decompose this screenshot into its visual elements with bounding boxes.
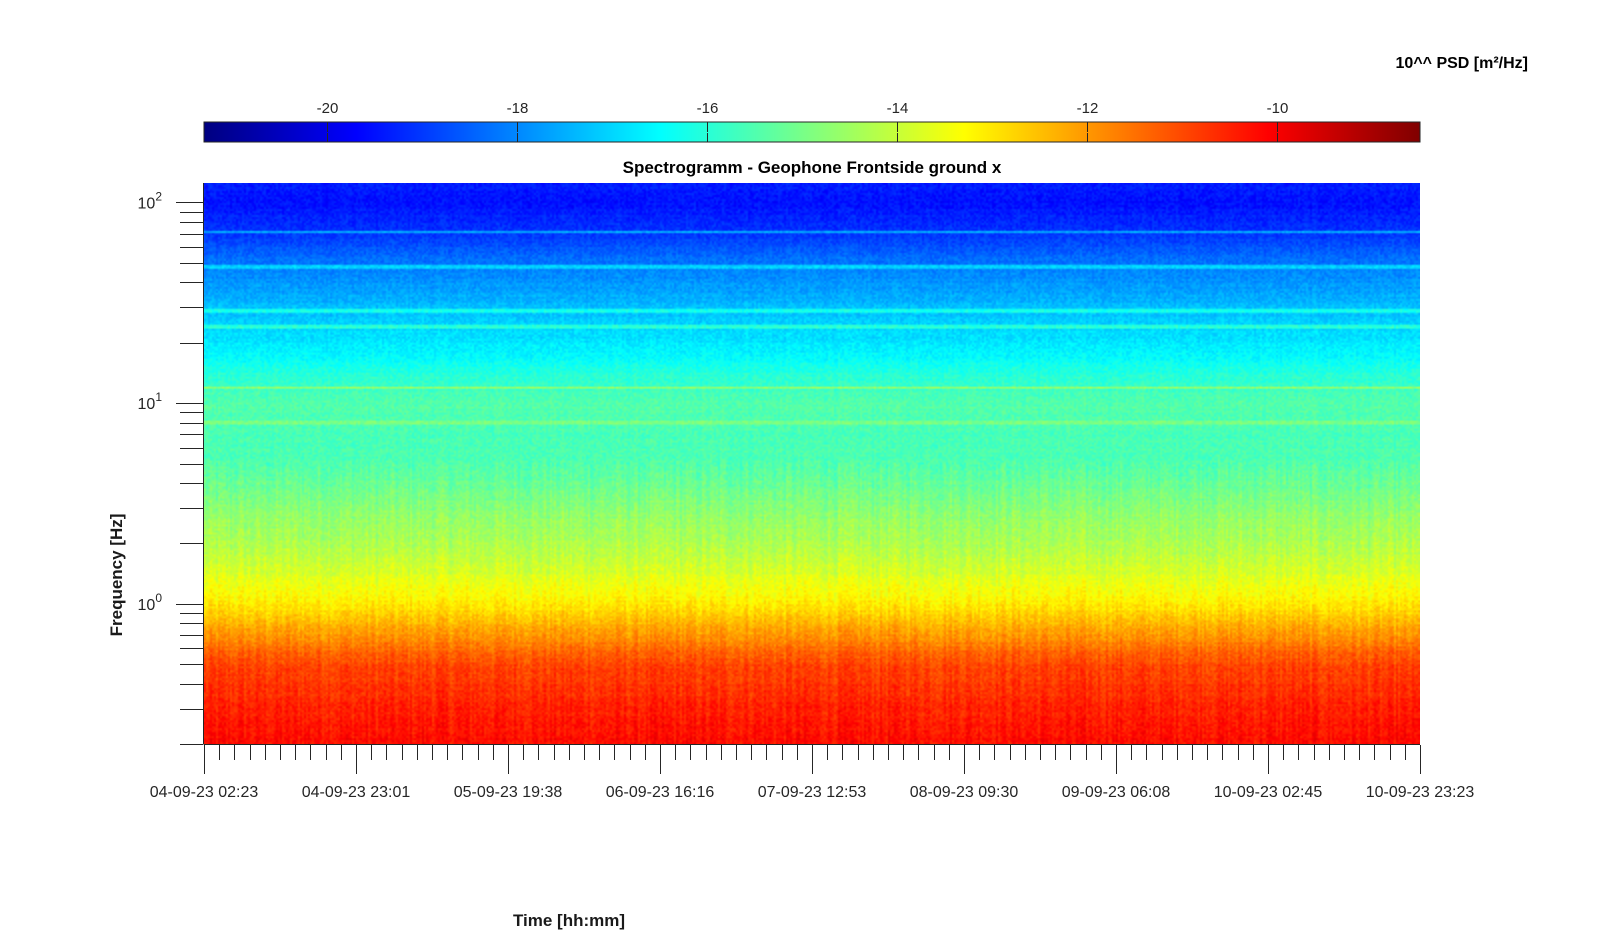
y-tick-label: 100 bbox=[138, 591, 163, 614]
x-tick-label: 09-09-23 06:08 bbox=[1062, 784, 1171, 801]
x-tick-label: 05-09-23 19:38 bbox=[454, 784, 563, 801]
x-tick-label: 06-09-23 16:16 bbox=[606, 784, 715, 801]
y-axis-label: Frequency [Hz] bbox=[107, 514, 126, 637]
y-tick-exponent: 1 bbox=[155, 390, 162, 404]
colorbar-tick-label: -12 bbox=[1077, 100, 1099, 117]
spectrogram-heatmap bbox=[204, 183, 1420, 744]
colorbar-tick-label: -16 bbox=[697, 100, 719, 117]
colorbar-tick-label: -18 bbox=[507, 100, 529, 117]
colorbar bbox=[203, 121, 1421, 143]
colorbar-title: 10^^ PSD [m²/Hz] bbox=[1396, 55, 1528, 72]
chart-title: Spectrogramm - Geophone Frontside ground… bbox=[623, 158, 1002, 177]
y-tick-label: 101 bbox=[138, 390, 163, 413]
y-tick-exponent: 2 bbox=[155, 189, 162, 203]
x-tick-label: 04-09-23 23:01 bbox=[302, 784, 411, 801]
plot-area bbox=[204, 183, 1420, 744]
x-tick-label: 04-09-23 02:23 bbox=[150, 784, 259, 801]
colorbar-tick-label: -10 bbox=[1267, 100, 1289, 117]
x-axis-label: Time [hh:mm] bbox=[513, 911, 625, 930]
colorbar-ticks: -20 -18 -16 -14 -12 -10 bbox=[317, 100, 1289, 142]
x-tick-label: 10-09-23 23:23 bbox=[1366, 784, 1475, 801]
x-tick-label: 10-09-23 02:45 bbox=[1214, 784, 1323, 801]
x-tick-label: 08-09-23 09:30 bbox=[910, 784, 1019, 801]
colorbar-tick-label: -14 bbox=[887, 100, 909, 117]
x-axis-ticks: 04-09-23 02:23 04-09-23 23:01 05-09-23 19:… bbox=[150, 745, 1475, 801]
y-tick-label: 102 bbox=[138, 189, 163, 212]
colorbar-tick-label: -20 bbox=[317, 100, 339, 117]
y-tick-exponent: 0 bbox=[155, 591, 162, 605]
x-tick-label: 07-09-23 12:53 bbox=[758, 784, 867, 801]
